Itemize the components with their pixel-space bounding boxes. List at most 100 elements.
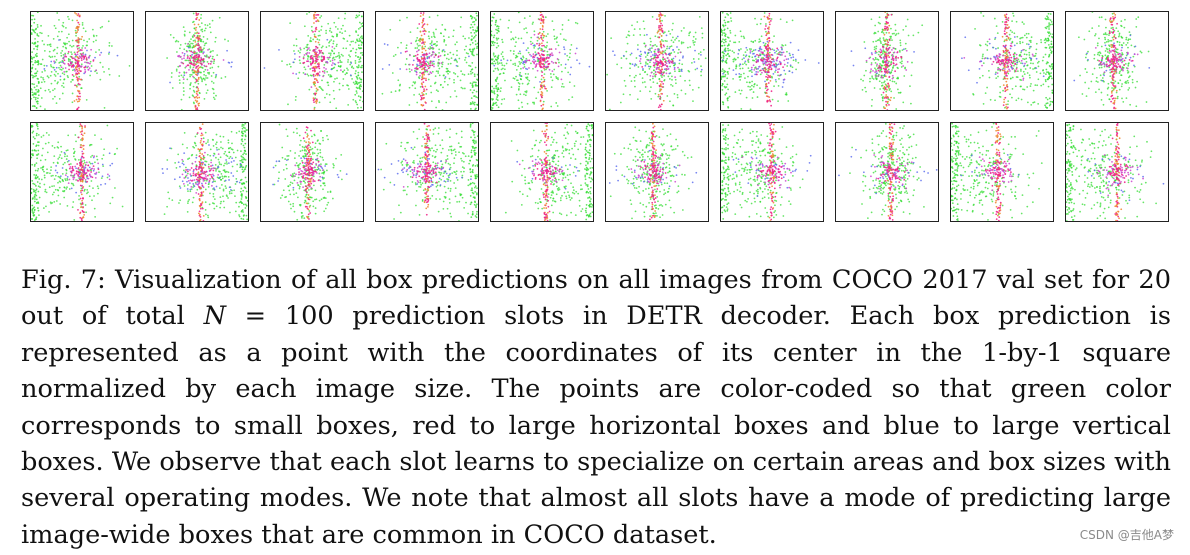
prediction-point (750, 66, 753, 69)
prediction-point (405, 44, 408, 47)
slot-scatter (721, 12, 820, 110)
prediction-point (203, 29, 206, 32)
prediction-point (1004, 77, 1007, 80)
prediction-point (55, 59, 58, 61)
prediction-point (196, 107, 199, 109)
prediction-point (755, 58, 757, 61)
prediction-point (631, 63, 634, 66)
prediction-point (361, 90, 363, 93)
prediction-point (474, 43, 477, 46)
prediction-point (355, 82, 358, 85)
prediction-point (500, 53, 503, 55)
prediction-point (883, 97, 886, 99)
prediction-point (1042, 83, 1045, 86)
prediction-point (436, 14, 439, 17)
prediction-point (1004, 96, 1007, 99)
prediction-point (200, 13, 203, 16)
prediction-point (76, 108, 79, 110)
prediction-point (665, 72, 668, 75)
prediction-point (872, 40, 875, 43)
prediction-point (921, 24, 924, 27)
prediction-point (884, 61, 887, 64)
prediction-point (331, 64, 333, 66)
prediction-point (1045, 73, 1047, 76)
prediction-point (87, 65, 89, 68)
prediction-point (671, 75, 673, 78)
prediction-point (472, 29, 475, 31)
prediction-point (567, 19, 570, 22)
prediction-point (664, 49, 667, 52)
prediction-point (357, 40, 359, 42)
prediction-point (206, 61, 209, 63)
prediction-point (454, 58, 457, 61)
prediction-point (311, 62, 314, 65)
prediction-point (651, 16, 654, 18)
prediction-point (1016, 42, 1018, 45)
prediction-point (1111, 36, 1114, 39)
prediction-point (541, 33, 544, 35)
prediction-point (292, 72, 294, 75)
prediction-point (734, 41, 737, 44)
prediction-point (338, 54, 340, 57)
prediction-point (346, 40, 349, 42)
prediction-point (561, 24, 564, 26)
prediction-point (1020, 51, 1022, 54)
prediction-point (542, 100, 545, 103)
prediction-point (492, 16, 495, 19)
prediction-point (1020, 85, 1022, 88)
prediction-point (53, 73, 56, 76)
prediction-point (679, 51, 682, 54)
prediction-point (440, 32, 442, 35)
prediction-point (205, 42, 208, 45)
prediction-point (35, 72, 38, 74)
prediction-point (961, 57, 963, 60)
prediction-point (518, 107, 520, 110)
prediction-point (79, 78, 82, 81)
prediction-point (758, 41, 760, 43)
prediction-point (635, 74, 637, 77)
prediction-point (541, 44, 543, 47)
prediction-point (1106, 55, 1109, 58)
prediction-point (869, 71, 872, 74)
prediction-point (997, 75, 999, 78)
prediction-point (328, 45, 331, 47)
prediction-point (1120, 53, 1123, 56)
prediction-point (183, 72, 186, 74)
prediction-point (659, 109, 662, 110)
prediction-point (443, 50, 446, 53)
prediction-point (297, 77, 300, 80)
prediction-point (41, 71, 44, 73)
prediction-point (1098, 88, 1100, 91)
prediction-point (361, 100, 363, 103)
prediction-point (673, 68, 676, 71)
prediction-point (726, 36, 729, 39)
prediction-point (1015, 76, 1018, 78)
prediction-point (697, 58, 700, 60)
prediction-point (639, 73, 641, 76)
prediction-point (1147, 50, 1150, 53)
prediction-point (881, 52, 884, 55)
prediction-point (878, 70, 881, 73)
prediction-point (536, 60, 539, 62)
prediction-point (84, 47, 87, 49)
prediction-point (778, 78, 780, 80)
prediction-point (108, 41, 111, 44)
prediction-point (997, 68, 999, 71)
prediction-point (465, 52, 468, 54)
prediction-point (360, 81, 363, 84)
prediction-point (528, 79, 531, 82)
prediction-point (917, 31, 920, 34)
prediction-point (57, 81, 59, 84)
prediction-point (787, 100, 790, 102)
prediction-point (75, 73, 77, 76)
prediction-point (622, 54, 625, 57)
prediction-point (653, 72, 655, 75)
prediction-point (625, 36, 628, 39)
prediction-point (419, 30, 422, 33)
prediction-point (500, 59, 503, 62)
prediction-point (188, 57, 191, 60)
prediction-point (888, 84, 890, 87)
prediction-point (76, 27, 79, 30)
prediction-point (679, 75, 682, 77)
prediction-point (551, 20, 554, 22)
